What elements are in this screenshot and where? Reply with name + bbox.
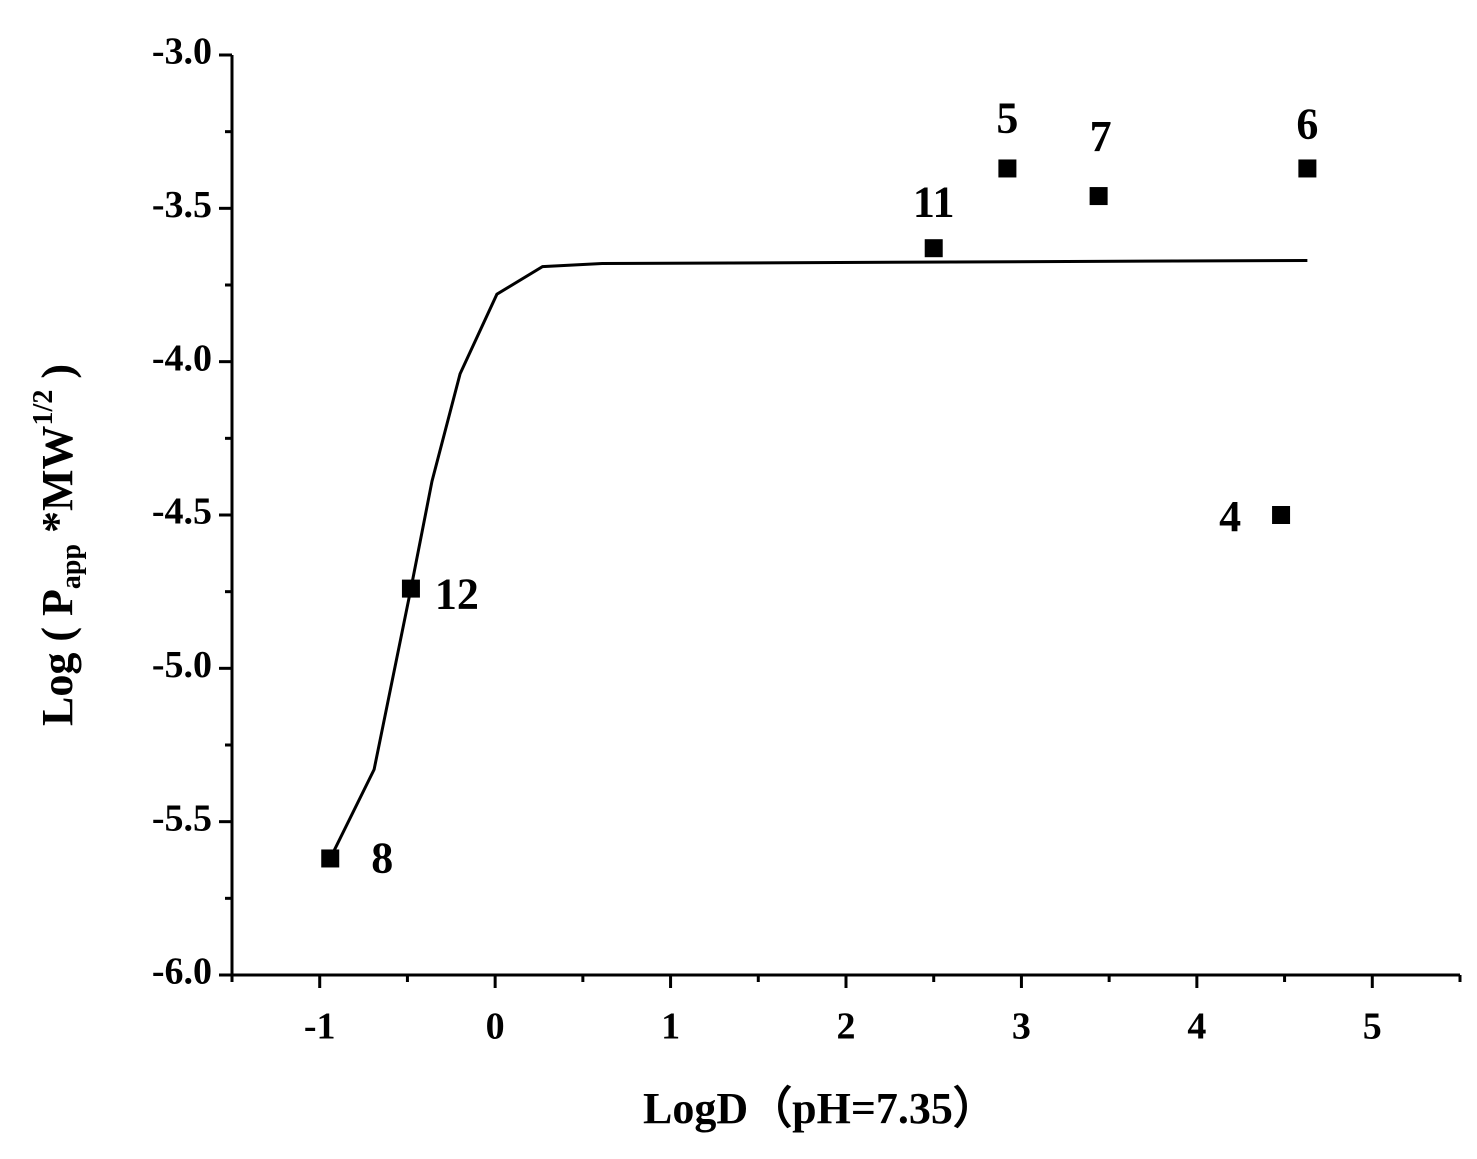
point <box>1089 187 1108 206</box>
point <box>998 159 1017 178</box>
y-tick-label: -6.0 <box>152 951 212 993</box>
y-title-main: Log ( P <box>33 589 82 726</box>
fit-line <box>328 258 1308 860</box>
point-label: 8 <box>371 834 393 883</box>
y-tick-label: -3.0 <box>152 31 212 73</box>
point <box>924 239 943 258</box>
point-label: 4 <box>1219 492 1241 541</box>
y-tick-label: -3.5 <box>152 184 212 226</box>
point-label: 12 <box>435 570 479 619</box>
point <box>401 579 420 598</box>
x-tick-label: 0 <box>486 1006 505 1048</box>
point-label: 5 <box>996 94 1018 143</box>
point <box>321 849 340 868</box>
y-title-end: ) <box>33 364 82 390</box>
x-tick-label: 4 <box>1187 1006 1206 1048</box>
point-label: 6 <box>1296 100 1318 149</box>
y-title-mid: *MW <box>33 425 82 544</box>
x-axis-title: LogD（pH=7.35） <box>643 1084 997 1133</box>
point-label: 7 <box>1090 112 1112 161</box>
x-tick-label: 2 <box>837 1006 856 1048</box>
x-tick-label: 3 <box>1012 1006 1031 1048</box>
x-tick-label: -1 <box>304 1006 336 1048</box>
y-title-sub: app <box>56 544 87 589</box>
y-tick-label: -5.0 <box>152 644 212 686</box>
y-tick-label: -4.5 <box>152 491 212 533</box>
y-title-sup: 1/2 <box>28 390 59 426</box>
point <box>1272 506 1291 524</box>
point <box>1298 159 1317 178</box>
x-tick-label: 1 <box>661 1006 680 1048</box>
y-tick-label: -5.5 <box>152 797 212 839</box>
point-label: 11 <box>913 177 955 226</box>
y-axis-title: Log ( Papp *MW1/2 ) <box>28 364 87 726</box>
y-tick-label: -4.0 <box>152 337 212 379</box>
x-tick-label: 5 <box>1363 1006 1382 1048</box>
